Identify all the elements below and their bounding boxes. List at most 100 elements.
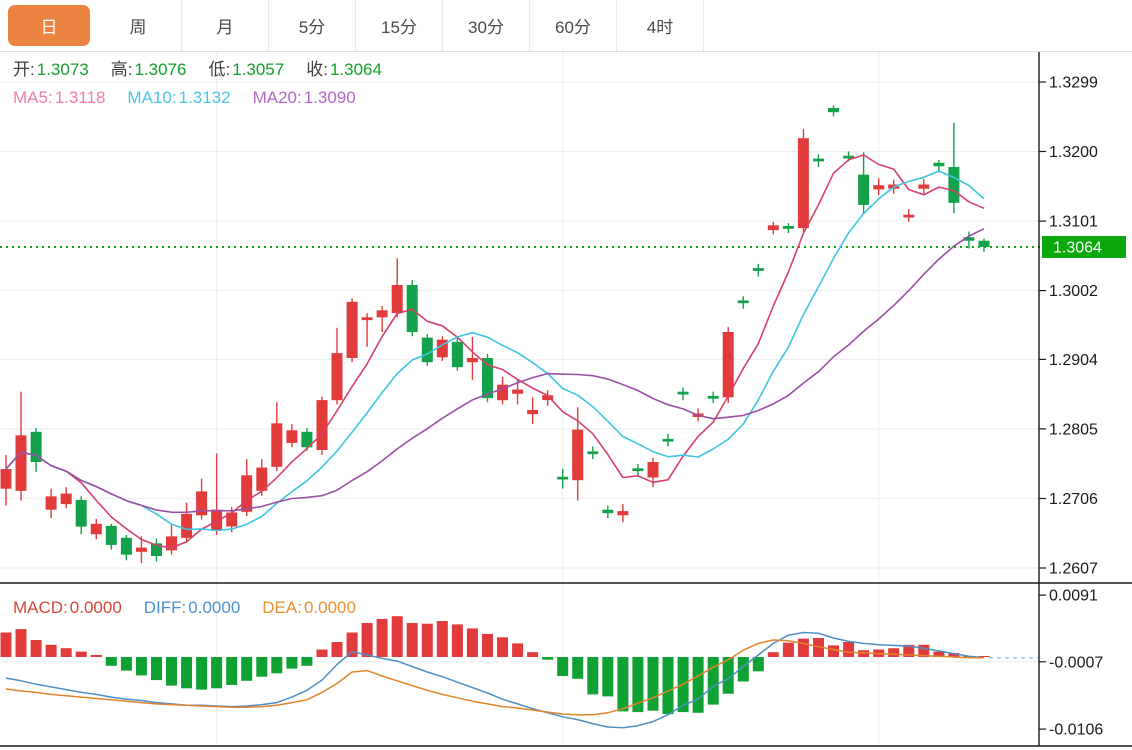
macd-bar bbox=[45, 644, 57, 657]
current-price-badge-label: 1.3064 bbox=[1053, 240, 1102, 257]
macd-bar bbox=[60, 648, 72, 657]
macd-bar bbox=[135, 657, 147, 676]
candle-body bbox=[843, 155, 855, 159]
macd-bar bbox=[767, 652, 779, 657]
macd-bar bbox=[647, 657, 659, 711]
macd-bar bbox=[241, 657, 253, 681]
candle-body bbox=[90, 523, 102, 535]
tab-label: 月 bbox=[216, 18, 234, 37]
ma-legend: MA5: 1.3118 MA10: 1.3132 MA20: 1.3090 bbox=[13, 88, 378, 107]
ma20-line bbox=[5, 227, 985, 514]
macd-bar bbox=[361, 623, 373, 657]
macd-bar bbox=[316, 649, 328, 657]
dea-line bbox=[5, 639, 984, 716]
tab-60min[interactable]: 60分 bbox=[530, 0, 617, 51]
timeframe-tabbar: 日 周 月 5分 15分 30分 60分 4时 bbox=[0, 0, 1132, 52]
candle-body bbox=[331, 353, 343, 401]
candle-body bbox=[497, 384, 508, 401]
tab-label: 30分 bbox=[468, 18, 504, 37]
candle-body bbox=[858, 174, 870, 205]
macd-bar bbox=[797, 638, 809, 657]
tab-week[interactable]: 周 bbox=[95, 0, 182, 51]
ma5-readout: MA5: 1.3118 bbox=[13, 88, 106, 107]
candle-body bbox=[301, 431, 313, 448]
candle-body bbox=[181, 513, 193, 538]
candle-body bbox=[572, 429, 584, 481]
candle-body bbox=[948, 167, 960, 203]
macd-bar bbox=[406, 623, 418, 657]
macd-bar bbox=[617, 657, 629, 712]
macd-bar bbox=[376, 618, 388, 657]
candle-body bbox=[75, 499, 87, 527]
price-tick-label: 1.2805 bbox=[1049, 421, 1098, 438]
candle-body bbox=[30, 431, 42, 462]
macd-bar bbox=[15, 629, 27, 657]
macd-bar bbox=[737, 657, 749, 682]
candle-body bbox=[527, 410, 539, 415]
candle-body bbox=[707, 395, 719, 399]
candle-body bbox=[813, 158, 824, 162]
candle-body bbox=[933, 162, 945, 167]
macd-bar bbox=[226, 657, 238, 685]
candle-body bbox=[226, 512, 238, 527]
low-readout: 低: 1.3057 bbox=[208, 60, 285, 79]
macd-bar bbox=[75, 651, 87, 657]
tab-month[interactable]: 月 bbox=[182, 0, 269, 51]
candle-body bbox=[797, 138, 809, 229]
macd-legend: MACD: 0.0000 DIFF: 0.0000 DEA: 0.0000 bbox=[13, 598, 378, 617]
candle-body bbox=[903, 214, 915, 218]
macd-tick-label: -0.0106 bbox=[1049, 722, 1103, 739]
macd-bar bbox=[692, 657, 704, 713]
tab-30min[interactable]: 30分 bbox=[443, 0, 530, 51]
macd-bar bbox=[843, 642, 855, 657]
macd-bar bbox=[707, 657, 719, 705]
candle-body bbox=[346, 301, 358, 358]
tab-label: 4时 bbox=[646, 18, 674, 37]
macd-bar bbox=[557, 657, 569, 676]
candle-body bbox=[828, 108, 839, 113]
dea-readout: DEA: 0.0000 bbox=[262, 598, 356, 617]
macd-bar bbox=[301, 657, 313, 666]
macd-bar bbox=[105, 657, 117, 666]
candle-body bbox=[873, 185, 885, 190]
tab-15min[interactable]: 15分 bbox=[356, 0, 443, 51]
macd-bar bbox=[120, 657, 132, 671]
candle-body bbox=[722, 332, 734, 398]
macd-readout: MACD: 0.0000 bbox=[13, 598, 122, 617]
ma5-line bbox=[5, 154, 985, 549]
macd-bar bbox=[30, 640, 42, 657]
candle-body bbox=[15, 435, 27, 491]
macd-bar bbox=[662, 657, 674, 715]
macd-bar bbox=[271, 657, 283, 674]
candle-body bbox=[963, 237, 975, 241]
candle-body bbox=[918, 184, 930, 189]
candle-body bbox=[286, 430, 298, 443]
tab-day[interactable]: 日 bbox=[8, 5, 90, 46]
candle-body bbox=[677, 391, 689, 395]
macd-bar bbox=[752, 657, 764, 672]
high-readout: 高: 1.3076 bbox=[110, 60, 187, 79]
candle-body bbox=[466, 358, 478, 363]
macd-bar bbox=[828, 645, 839, 657]
candle-body bbox=[451, 341, 463, 368]
candle-body bbox=[271, 423, 283, 467]
candle-body bbox=[632, 468, 644, 472]
candle-body bbox=[752, 268, 764, 271]
macd-bar bbox=[527, 652, 539, 657]
macd-bar bbox=[331, 642, 343, 657]
tab-5min[interactable]: 5分 bbox=[269, 0, 356, 51]
price-tick-label: 1.2706 bbox=[1049, 491, 1098, 508]
candle-body bbox=[602, 509, 614, 514]
candle-body bbox=[391, 285, 403, 314]
current-price-badge bbox=[1042, 236, 1126, 258]
macd-bar bbox=[196, 657, 208, 690]
tab-4hour[interactable]: 4时 bbox=[617, 0, 704, 51]
macd-bar bbox=[466, 628, 478, 657]
macd-bar bbox=[451, 624, 463, 657]
candle-body bbox=[647, 462, 659, 478]
macd-tick-label: 0.0091 bbox=[1049, 588, 1098, 605]
candle-body bbox=[60, 493, 72, 505]
candle-body bbox=[0, 469, 12, 489]
